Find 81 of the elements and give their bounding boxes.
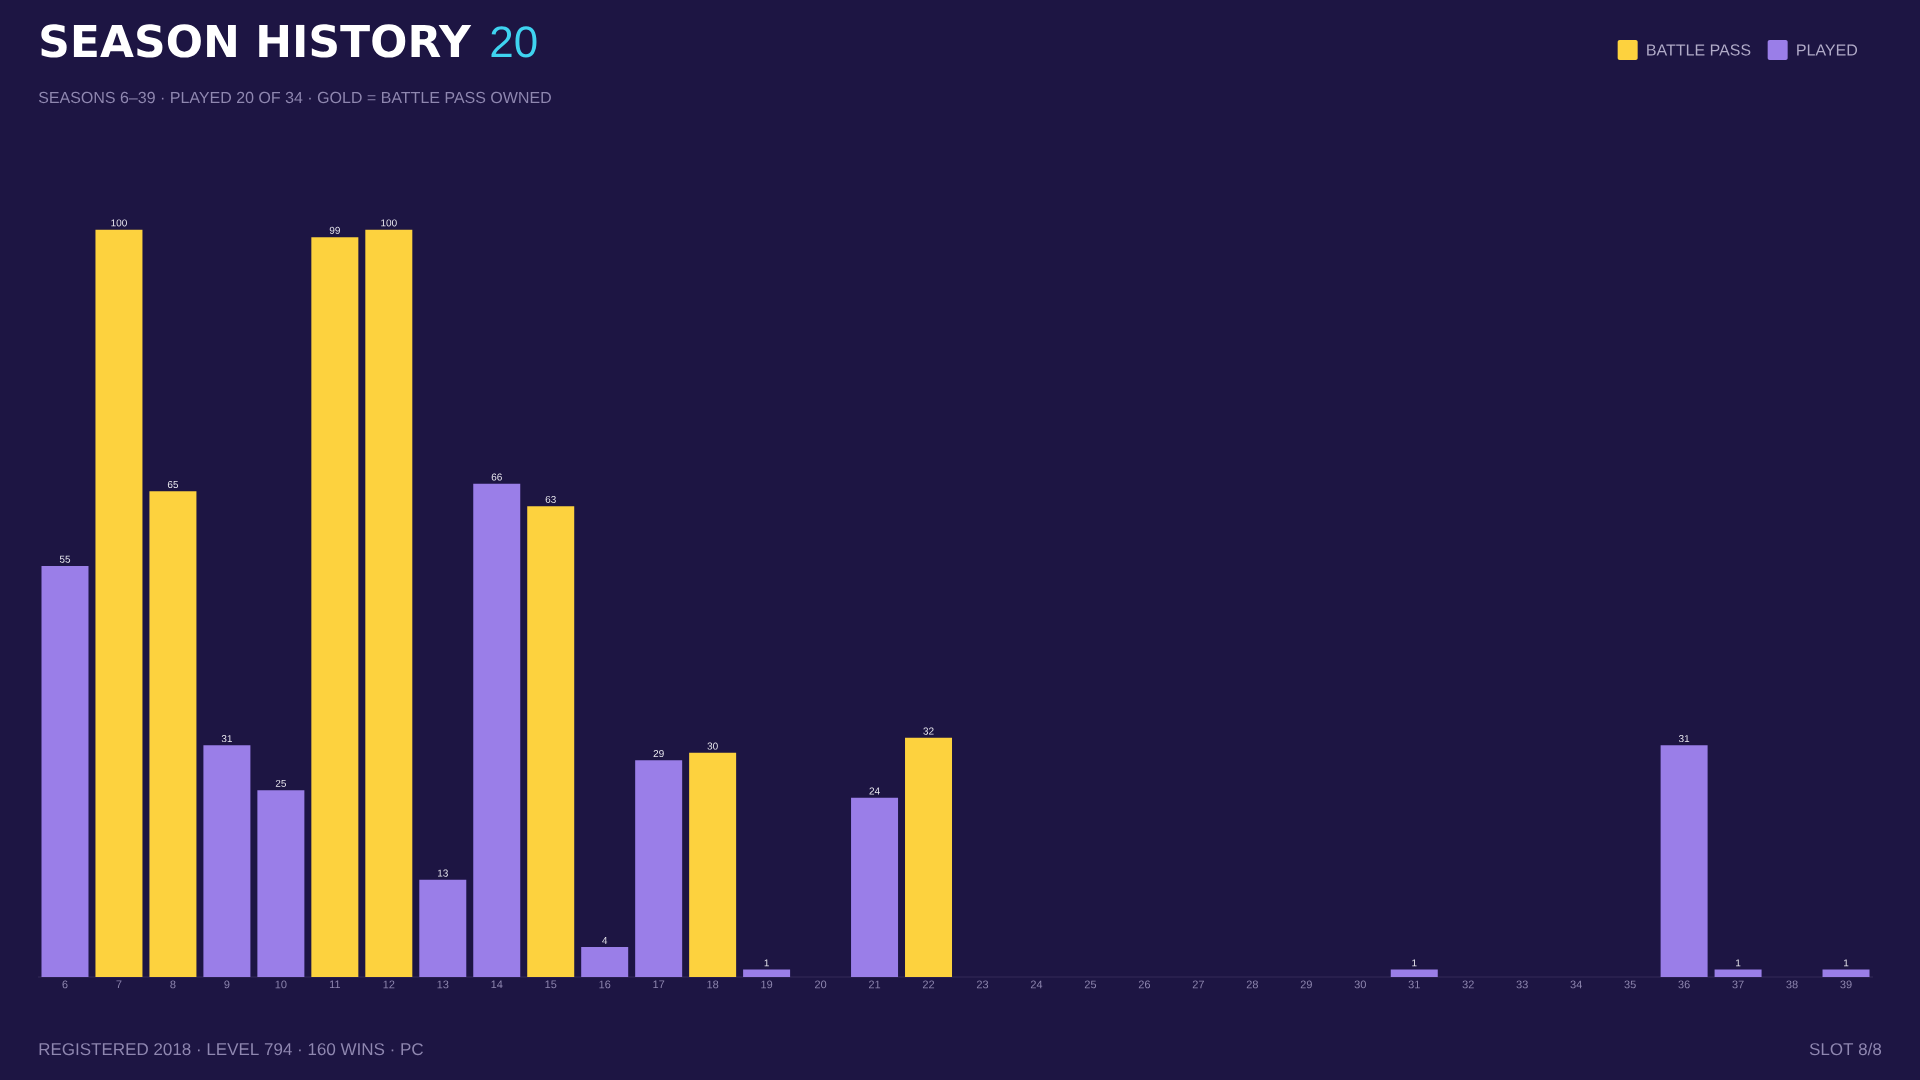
x-tick-label: 17 — [653, 980, 665, 989]
x-tick-label: 9 — [224, 980, 230, 989]
data-label: 32 — [923, 727, 934, 735]
x-tick-label: 30 — [1354, 980, 1366, 989]
bar — [689, 752, 737, 977]
x-tick-label: 13 — [437, 980, 449, 989]
bar — [257, 790, 305, 977]
data-label: 66 — [491, 473, 502, 481]
x-tick-label: 25 — [1084, 980, 1097, 989]
bar — [905, 737, 953, 977]
x-tick-label: 28 — [1246, 980, 1258, 989]
data-label: 100 — [111, 219, 127, 227]
x-tick-label: 26 — [1138, 980, 1151, 989]
x-tick-label: 20 — [815, 980, 827, 989]
bar — [743, 969, 791, 977]
legend-label: BATTLE PASS — [1647, 44, 1751, 56]
x-tick-label: 32 — [1462, 980, 1474, 989]
x-tick-label: 27 — [1192, 980, 1204, 989]
data-label: 1 — [1844, 959, 1849, 967]
data-label: 1 — [1736, 959, 1741, 967]
x-tick-label: 19 — [761, 980, 773, 989]
x-tick-label: 16 — [599, 980, 611, 989]
x-tick-label: 18 — [707, 980, 719, 989]
text: SLOT 8/8 — [1809, 1042, 1882, 1056]
bar — [311, 237, 359, 977]
x-tick-label: 7 — [116, 980, 122, 989]
bar — [41, 565, 89, 977]
bar — [1660, 745, 1708, 977]
x-tick-label: 8 — [170, 980, 176, 989]
x-tick-label: 35 — [1624, 980, 1636, 989]
x-tick-label: 37 — [1732, 980, 1744, 989]
bar — [95, 229, 143, 977]
bar — [851, 797, 899, 977]
data-label: 63 — [545, 495, 556, 503]
data-label: 1 — [764, 959, 769, 967]
x-tick-label: 38 — [1786, 980, 1798, 989]
x-tick-label: 14 — [491, 980, 503, 989]
data-label: 25 — [275, 779, 287, 787]
bar — [1714, 969, 1762, 977]
data-label: 65 — [167, 480, 179, 489]
x-tick-label: 39 — [1840, 980, 1852, 989]
x-tick-label: 34 — [1570, 980, 1582, 989]
bar — [419, 879, 467, 977]
text: REGISTERED 2018 · LEVEL 794 · 160 WINS · PC — [39, 1043, 424, 1056]
bar — [473, 483, 521, 977]
x-tick-label: 33 — [1516, 980, 1528, 989]
x-tick-label: 22 — [922, 980, 935, 989]
bar — [581, 947, 629, 977]
data-label: 29 — [653, 750, 664, 758]
data-label: 31 — [221, 735, 232, 743]
x-tick-label: 31 — [1408, 980, 1420, 989]
x-tick-label: 36 — [1678, 980, 1690, 989]
data-label: 31 — [1678, 735, 1690, 743]
x-tick-label: 10 — [275, 980, 287, 989]
x-tick-label: 12 — [383, 980, 395, 989]
text: 20 — [491, 26, 537, 58]
data-label: 55 — [59, 555, 71, 563]
bar — [149, 491, 197, 977]
data-label: 24 — [869, 787, 880, 795]
data-label: 13 — [437, 869, 448, 877]
x-tick-label: 23 — [976, 980, 989, 989]
data-label: 100 — [381, 219, 397, 227]
bar — [527, 506, 575, 977]
bar — [635, 760, 683, 977]
x-tick-label: 24 — [1030, 980, 1043, 989]
chart-subtitle: SEASONS 6–39 · PLAYED 20 OF 34 · GOLD = BATTLE PASS OWNED — [38, 91, 551, 104]
data-label: 99 — [329, 226, 340, 234]
data-label: 4 — [602, 937, 608, 944]
bar — [203, 745, 251, 977]
data-label: 1 — [1412, 959, 1417, 967]
bar — [1390, 969, 1438, 977]
data-label: 30 — [707, 742, 718, 750]
x-tick-label: 11 — [329, 980, 341, 989]
bar — [365, 229, 413, 977]
x-tick-label: 29 — [1300, 980, 1312, 989]
chart-title: SEASON HISTORY — [41, 24, 472, 58]
x-tick-label: 6 — [62, 980, 68, 989]
x-tick-label: 15 — [545, 980, 557, 989]
bar — [1822, 969, 1870, 977]
x-tick-label: 21 — [868, 980, 881, 989]
legend-label: PLAYED — [1797, 44, 1858, 56]
